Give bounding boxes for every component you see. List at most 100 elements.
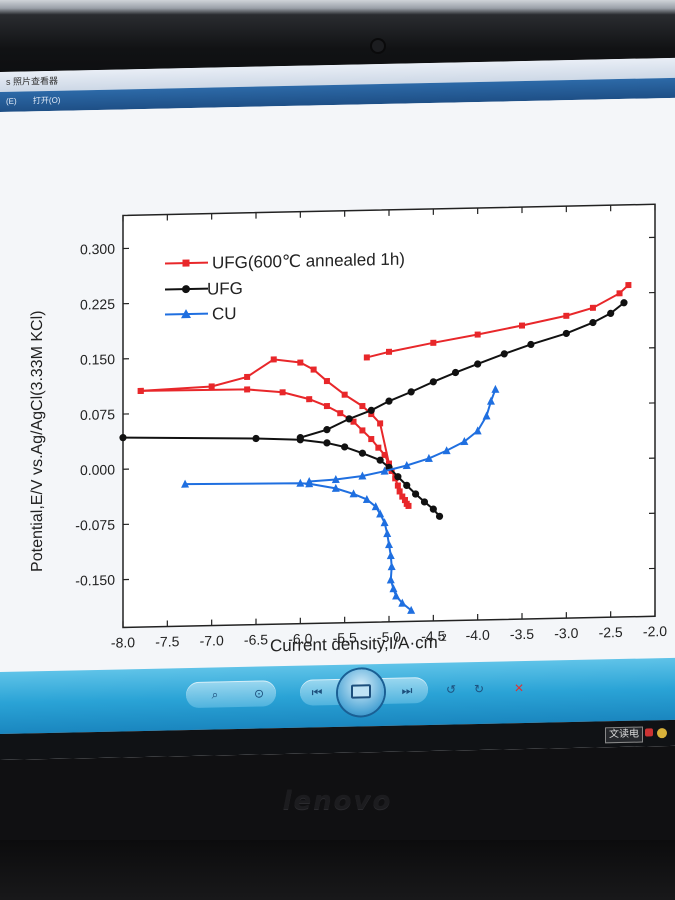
data-point [589, 304, 596, 311]
polarization-chart: -8.0 -7.5 -7.0 -6.5 -6.0 -5.5 -5.0 -4.5 -4.0 -3.5… [29, 203, 667, 655]
data-point [371, 502, 380, 511]
data-point [377, 420, 384, 427]
data-point [403, 481, 411, 489]
data-point [137, 387, 144, 394]
data-point [296, 478, 305, 487]
data-point [385, 397, 393, 405]
data-point [368, 435, 375, 443]
y-tick-label: 0.225 [80, 296, 115, 313]
data-point [563, 312, 570, 319]
tray-flag-icon[interactable] [645, 728, 653, 737]
data-point [435, 512, 444, 520]
x-tick-label: -3.5 [510, 626, 534, 643]
data-point [620, 299, 628, 307]
data-point [119, 434, 127, 442]
data-point [359, 427, 366, 434]
data-point [527, 340, 535, 349]
x-tick-label: -4.5 [421, 628, 445, 645]
data-point [474, 331, 481, 338]
fit-icon[interactable]: ⊙ [253, 686, 265, 701]
data-point [337, 410, 344, 417]
data-point [341, 443, 349, 451]
data-point [451, 368, 460, 377]
data-point [429, 505, 437, 513]
laptop-brand-logo: lenovo [282, 786, 393, 816]
prev-icon[interactable]: ⏮ [311, 685, 323, 700]
data-point [270, 356, 277, 363]
next-icon[interactable]: ⏭ [401, 683, 413, 698]
y-tick-label: 0.075 [80, 406, 115, 423]
data-point [367, 406, 375, 414]
data-point [420, 498, 429, 506]
data-point [607, 309, 615, 317]
y-tick-label: 0.300 [80, 241, 115, 258]
data-point [442, 446, 451, 455]
zoom-icon[interactable]: ⌕ [211, 687, 219, 702]
y-tick-label: 0.150 [80, 351, 115, 368]
data-point [323, 403, 330, 410]
data-point [252, 434, 260, 443]
x-tick-label: -6.5 [244, 631, 268, 648]
data-point [358, 471, 367, 480]
data-point [386, 551, 395, 560]
data-point [482, 411, 491, 420]
x-tick-label: -2.5 [599, 624, 623, 641]
data-point [376, 456, 384, 464]
data-point [386, 348, 392, 355]
x-tick-label: -6.0 [288, 630, 312, 647]
data-point [396, 488, 403, 495]
data-point [244, 373, 251, 380]
data-point [383, 529, 392, 538]
data-point [394, 473, 402, 481]
x-tick-label: -2.0 [643, 623, 667, 640]
x-tick-label: -4.0 [466, 627, 490, 644]
delete-icon[interactable]: ✕ [513, 681, 525, 696]
x-tick-label: -5.5 [333, 630, 357, 647]
data-point [244, 386, 251, 393]
tray-network-icon[interactable] [657, 728, 667, 739]
screen: s 照片查看器 (E) 打开(O) -8.0 -7.5 -7.0 -6.5 -6.0 -5… [0, 57, 675, 760]
data-point [405, 502, 412, 509]
y-tick-label: -0.075 [75, 517, 115, 534]
data-point [386, 575, 395, 584]
data-point [460, 436, 469, 446]
y-axis-label: Potential,E/V vs.Ag/AgCl(3.33M KCl) [29, 310, 46, 572]
data-point [359, 403, 366, 410]
y-tick-label: -0.150 [75, 572, 115, 589]
data-point [279, 389, 286, 396]
menu-item-open[interactable]: 打开(O) [32, 95, 61, 106]
data-point [349, 489, 358, 498]
data-point [331, 483, 340, 492]
data-point [362, 494, 371, 504]
data-point [358, 449, 366, 457]
x-tick-label: -7.5 [155, 633, 179, 650]
data-point [305, 477, 314, 486]
data-point [407, 605, 416, 614]
data-point [473, 426, 482, 435]
data-point [486, 396, 495, 405]
menu-item-edit[interactable]: (E) [6, 96, 17, 106]
rotate-right-icon[interactable]: ↻ [473, 681, 485, 697]
keyboard-area [0, 840, 675, 900]
y-tick-label: 0.000 [80, 461, 115, 478]
data-point [376, 509, 385, 518]
data-point [389, 584, 398, 593]
data-point [331, 475, 340, 484]
data-point [500, 350, 508, 358]
legend-marker-cu [181, 309, 191, 319]
slideshow-button[interactable] [338, 668, 384, 716]
data-point [363, 354, 370, 361]
legend-label-ufg: UFG [207, 279, 243, 299]
data-point [323, 426, 331, 434]
data-point [625, 281, 632, 289]
data-point [345, 415, 353, 423]
legend-label-ufg-annealed: UFG(600℃ annealed 1h) [212, 250, 405, 273]
data-point [306, 396, 313, 403]
data-point [491, 384, 500, 393]
data-point [380, 466, 389, 475]
legend-label-cu: CU [212, 304, 237, 324]
data-point [323, 439, 331, 447]
rotate-left-icon[interactable]: ↺ [445, 682, 457, 697]
data-point [412, 490, 420, 498]
ime-indicator[interactable]: 文读电 [605, 726, 643, 744]
